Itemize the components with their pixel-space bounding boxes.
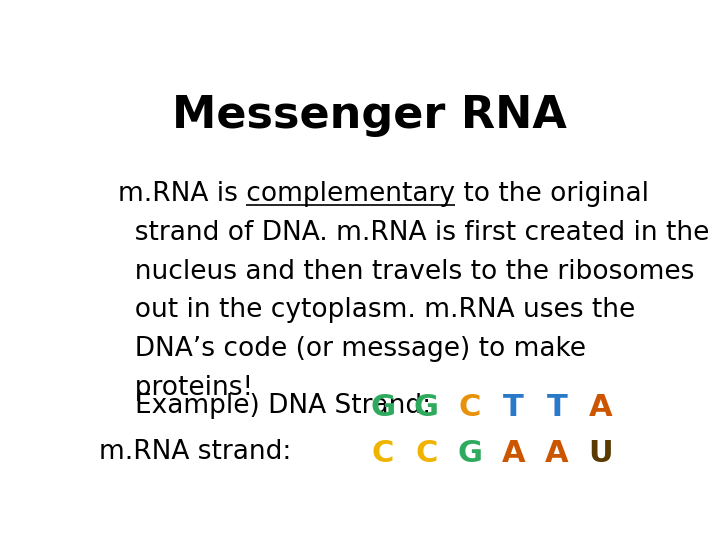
- Text: m.RNA strand:: m.RNA strand:: [99, 439, 291, 465]
- Text: Messenger RNA: Messenger RNA: [171, 94, 567, 137]
- Text: G: G: [371, 393, 395, 422]
- Text: m.RNA is complementary: m.RNA is complementary: [118, 181, 455, 207]
- Text: m.RNA is complementary to the original: m.RNA is complementary to the original: [118, 181, 649, 207]
- Text: proteins!: proteins!: [118, 375, 253, 401]
- Text: out in the cytoplasm. m.RNA uses the: out in the cytoplasm. m.RNA uses the: [118, 297, 635, 323]
- Text: C: C: [415, 439, 438, 468]
- Text: T: T: [546, 393, 567, 422]
- Text: nucleus and then travels to the ribosomes: nucleus and then travels to the ribosome…: [118, 259, 694, 285]
- Text: G: G: [457, 439, 482, 468]
- Text: A: A: [589, 393, 613, 422]
- Text: G: G: [414, 393, 439, 422]
- Text: U: U: [588, 439, 613, 468]
- Text: strand of DNA. m.RNA is first created in the: strand of DNA. m.RNA is first created in…: [118, 220, 709, 246]
- Text: C: C: [372, 439, 394, 468]
- Text: A: A: [502, 439, 526, 468]
- Text: C: C: [459, 393, 481, 422]
- Text: m.RNA is: m.RNA is: [118, 181, 246, 207]
- Text: A: A: [545, 439, 569, 468]
- Text: DNA’s code (or message) to make: DNA’s code (or message) to make: [118, 336, 586, 362]
- Text: Example) DNA Strand:: Example) DNA Strand:: [135, 393, 431, 419]
- Text: T: T: [503, 393, 524, 422]
